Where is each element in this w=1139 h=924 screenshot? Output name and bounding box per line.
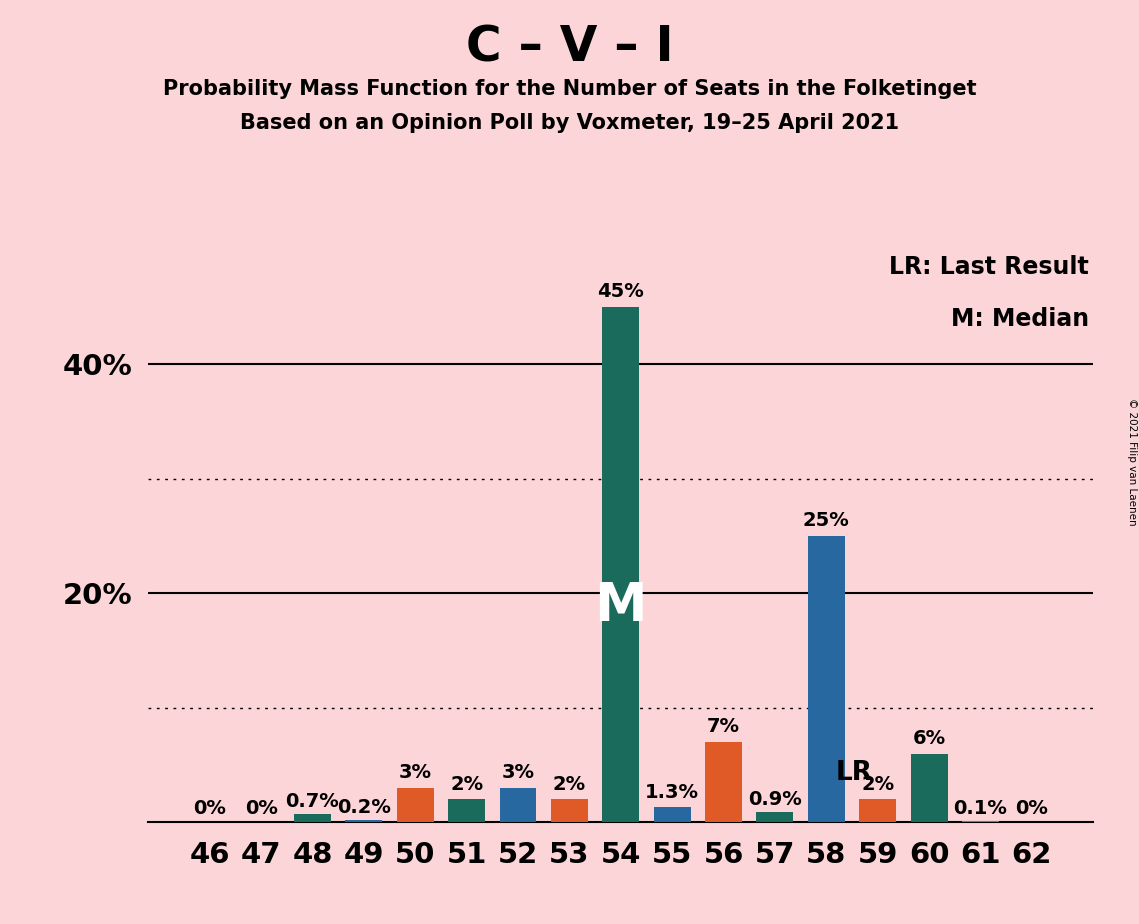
Text: 2%: 2% bbox=[861, 774, 894, 794]
Text: Based on an Opinion Poll by Voxmeter, 19–25 April 2021: Based on an Opinion Poll by Voxmeter, 19… bbox=[240, 113, 899, 133]
Bar bbox=[705, 742, 741, 822]
Bar bbox=[962, 821, 999, 822]
Bar bbox=[603, 307, 639, 822]
Bar bbox=[448, 799, 485, 822]
Bar bbox=[910, 754, 948, 822]
Text: 3%: 3% bbox=[501, 763, 534, 783]
Text: 0.2%: 0.2% bbox=[337, 797, 391, 817]
Text: 2%: 2% bbox=[450, 774, 483, 794]
Text: C – V – I: C – V – I bbox=[466, 23, 673, 71]
Text: 7%: 7% bbox=[707, 717, 740, 736]
Text: M: Median: M: Median bbox=[951, 307, 1089, 331]
Text: 0.7%: 0.7% bbox=[286, 792, 339, 811]
Bar bbox=[396, 788, 434, 822]
Bar bbox=[756, 812, 794, 822]
Bar bbox=[500, 788, 536, 822]
Text: 45%: 45% bbox=[597, 282, 645, 301]
Bar bbox=[294, 814, 331, 822]
Text: 6%: 6% bbox=[912, 729, 945, 748]
Text: 3%: 3% bbox=[399, 763, 432, 783]
Bar bbox=[859, 799, 896, 822]
Text: 0%: 0% bbox=[245, 798, 278, 818]
Bar bbox=[654, 808, 690, 822]
Bar bbox=[345, 821, 383, 822]
Text: © 2021 Filip van Laenen: © 2021 Filip van Laenen bbox=[1126, 398, 1137, 526]
Text: LR: LR bbox=[836, 760, 872, 785]
Text: 0.9%: 0.9% bbox=[748, 790, 802, 808]
Text: 25%: 25% bbox=[803, 511, 850, 530]
Text: 0%: 0% bbox=[1015, 798, 1048, 818]
Text: 0%: 0% bbox=[194, 798, 227, 818]
Text: LR: Last Result: LR: Last Result bbox=[888, 255, 1089, 279]
Bar bbox=[551, 799, 588, 822]
Text: 1.3%: 1.3% bbox=[645, 783, 699, 802]
Bar bbox=[808, 536, 845, 822]
Text: Probability Mass Function for the Number of Seats in the Folketinget: Probability Mass Function for the Number… bbox=[163, 79, 976, 99]
Text: M: M bbox=[595, 580, 647, 632]
Text: 2%: 2% bbox=[552, 774, 585, 794]
Text: 0.1%: 0.1% bbox=[953, 798, 1007, 818]
